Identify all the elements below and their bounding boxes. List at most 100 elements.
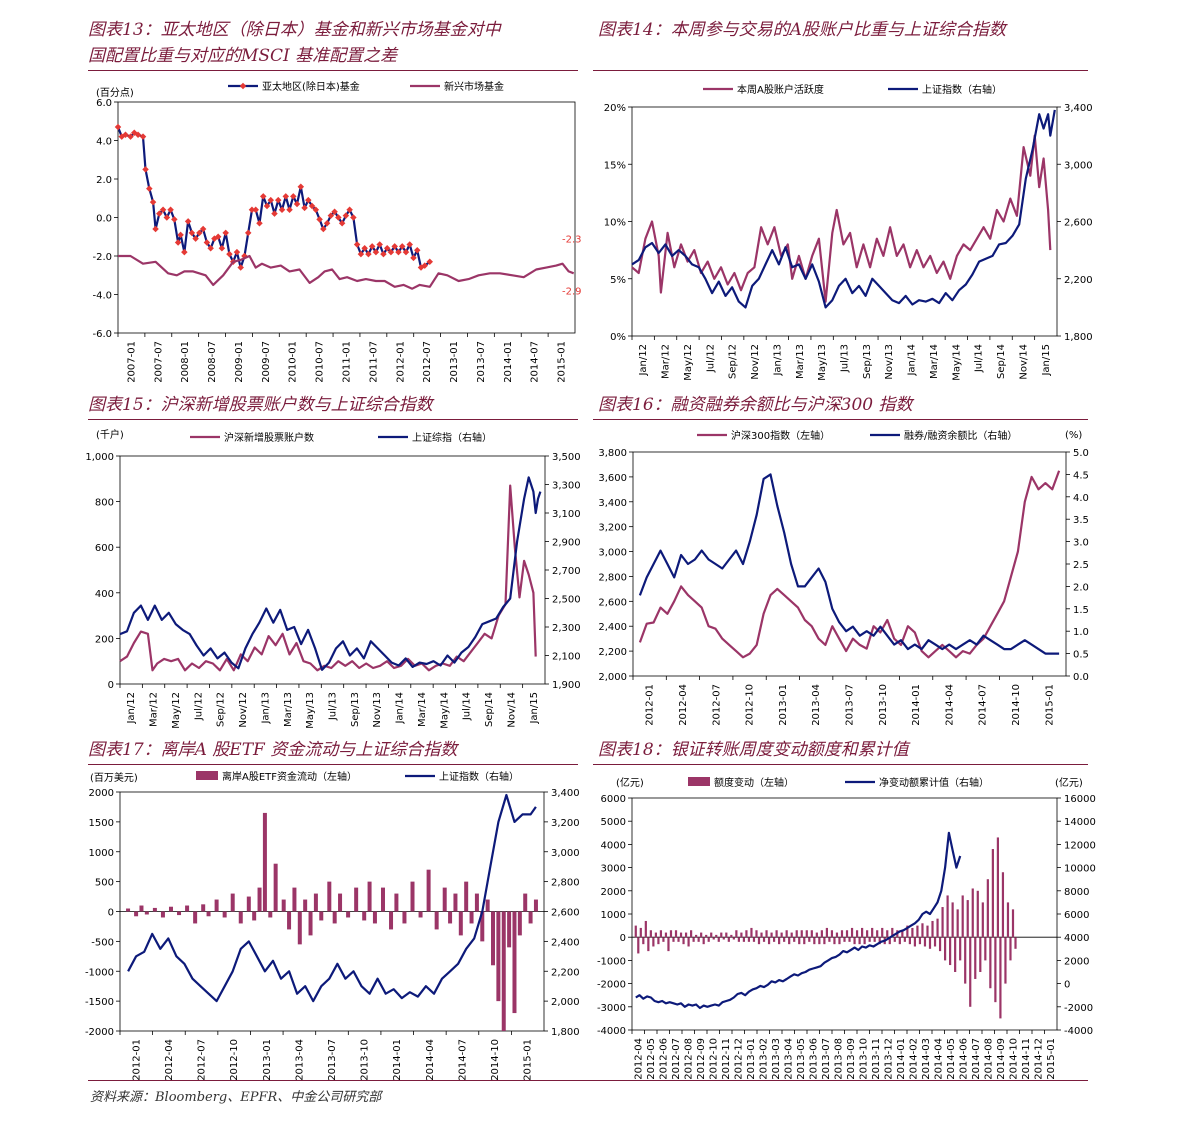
bar-c18 [737, 937, 740, 942]
bar-c17 [491, 911, 496, 966]
right-tick-label-c14: 1,800 [1064, 332, 1093, 343]
left-tick-label-c16: 3,600 [598, 473, 627, 484]
bar-c18 [868, 937, 871, 942]
x-tick-label-c13: 2008-07 [207, 341, 218, 383]
bar-c18 [805, 930, 808, 938]
series-marker-c13 [177, 231, 184, 239]
x-tick-label-c18: 2013-10 [858, 1038, 869, 1080]
bar-c18 [923, 937, 927, 947]
legend-label-c14: 本周A股账户活跃度 [737, 83, 824, 96]
x-tick-label-c18: 2014-11 [1021, 1038, 1032, 1080]
bar-c17 [338, 893, 343, 912]
x-tick-label-c13: 2009-07 [261, 341, 272, 383]
x-tick-label-c17: 2012-10 [229, 1039, 240, 1081]
series-line-c14-1 [631, 109, 1056, 309]
bar-c18 [861, 927, 864, 938]
right-tick-label-c16: 2.0 [1073, 582, 1089, 593]
bar-c17 [418, 911, 423, 918]
bar-c17 [327, 881, 332, 912]
right-tick-label-c16: 3.0 [1073, 538, 1089, 549]
footer-rule [88, 1080, 1088, 1081]
x-tick-label-c18: 2012-06 [658, 1038, 669, 1080]
series-line-c13-1 [118, 254, 575, 290]
bar-c17 [134, 911, 139, 917]
right-tick-label-c15: 2,700 [552, 566, 581, 577]
bar-c18 [790, 932, 793, 938]
bar-c17 [214, 899, 219, 912]
x-tick-label-c17: 2013-01 [262, 1039, 273, 1081]
series-marker-c13 [159, 206, 167, 214]
x-tick-label-c16: 2013-04 [811, 684, 822, 726]
left-tick-label-c15: 800 [95, 498, 114, 509]
bar-c18 [996, 837, 1000, 938]
legend-swatch-c17 [196, 771, 218, 780]
left-tick-label-c17: 0 [108, 908, 114, 919]
series-marker-c13 [184, 218, 192, 225]
series-marker-c13 [203, 239, 211, 246]
legend-label-c18: 额度变动（左轴） [714, 776, 794, 789]
bar-c18 [692, 937, 695, 942]
right-tick-label-c16: 1.5 [1073, 605, 1089, 616]
bar-c18 [981, 902, 984, 938]
bar-c18 [722, 937, 725, 940]
bar-c18 [898, 937, 901, 945]
bar-c18 [717, 937, 720, 942]
right-tick-label-c17: 1,800 [551, 1027, 580, 1038]
bar-c18 [695, 934, 698, 938]
bar-c17 [144, 911, 149, 915]
x-tick-label-c17: 2014-04 [425, 1039, 436, 1081]
chart13-title-line2: 国配置比重与对应的MSCI 基准配置之差 [88, 46, 398, 66]
left-tick-label-c18: 4000 [601, 840, 626, 851]
series-marker-c13 [114, 123, 122, 131]
x-tick-label-c15: May/13 [305, 692, 316, 729]
bar-c18 [810, 930, 813, 938]
chart18-title: 图表18：银证转账周度变动额度和累计值 [598, 740, 909, 760]
series-marker-c13 [278, 206, 286, 214]
x-tick-label-c18: 2015-01 [1046, 1038, 1057, 1080]
bar-c18 [669, 930, 673, 938]
series-marker-c13 [305, 196, 312, 204]
left-tick-label-c13: -4.0 [92, 291, 112, 302]
series-marker-c13 [263, 202, 271, 210]
series-marker-c13 [237, 264, 244, 271]
series-marker-c13 [142, 166, 149, 173]
right-tick-label-c16: 3.5 [1073, 515, 1089, 526]
left-tick-label-c13: -6.0 [92, 329, 112, 340]
bar-c18 [918, 937, 922, 945]
x-tick-label-c18: 2012-05 [646, 1038, 657, 1080]
chart13-title-line1: 图表13：亚太地区（除日本）基金和新兴市场基金对中 [88, 20, 501, 40]
bar-c18 [800, 930, 803, 938]
bar-c18 [976, 890, 979, 938]
bar-c17 [512, 911, 517, 1014]
right-tick-label-c18: 4000 [1064, 933, 1089, 944]
x-tick-label-c15: Jan/13 [260, 692, 271, 725]
bar-c18 [943, 937, 947, 961]
bar-c17 [367, 881, 372, 912]
x-tick-label-c13: 2012-07 [422, 341, 433, 383]
bar-c18 [795, 930, 798, 938]
bar-c18 [974, 937, 977, 979]
bar-c18 [903, 937, 906, 942]
x-tick-label-c18: 2014-02 [908, 1038, 919, 1080]
x-tick-label-c14: Nov/13 [884, 344, 895, 380]
bar-c18 [979, 937, 982, 972]
right-tick-label-c15: 2,300 [552, 623, 581, 634]
x-tick-label-c14: Sep/12 [728, 344, 739, 379]
left-unit-c18: (亿元) [616, 776, 644, 789]
bar-c17 [458, 911, 463, 936]
right-tick-label-c18: 16000 [1064, 794, 1096, 805]
left-tick-label-c16: 3,800 [598, 448, 627, 459]
bar-c17 [206, 911, 211, 917]
legend-label-c16: 沪深300指数（左轴） [731, 429, 830, 442]
bar-c18 [845, 930, 849, 938]
plot-frame-c16 [632, 451, 1067, 677]
bar-c18 [835, 932, 839, 938]
series-marker-c13 [426, 258, 434, 266]
right-tick-label-c18: 10000 [1064, 864, 1096, 875]
right-tick-label-c14: 3,400 [1064, 103, 1093, 114]
bar-c17 [126, 908, 131, 912]
bar-c18 [672, 937, 675, 942]
left-tick-label-c13: 0.0 [96, 214, 112, 225]
left-unit-c13: (百分点) [96, 87, 134, 99]
bar-c18 [838, 937, 841, 945]
